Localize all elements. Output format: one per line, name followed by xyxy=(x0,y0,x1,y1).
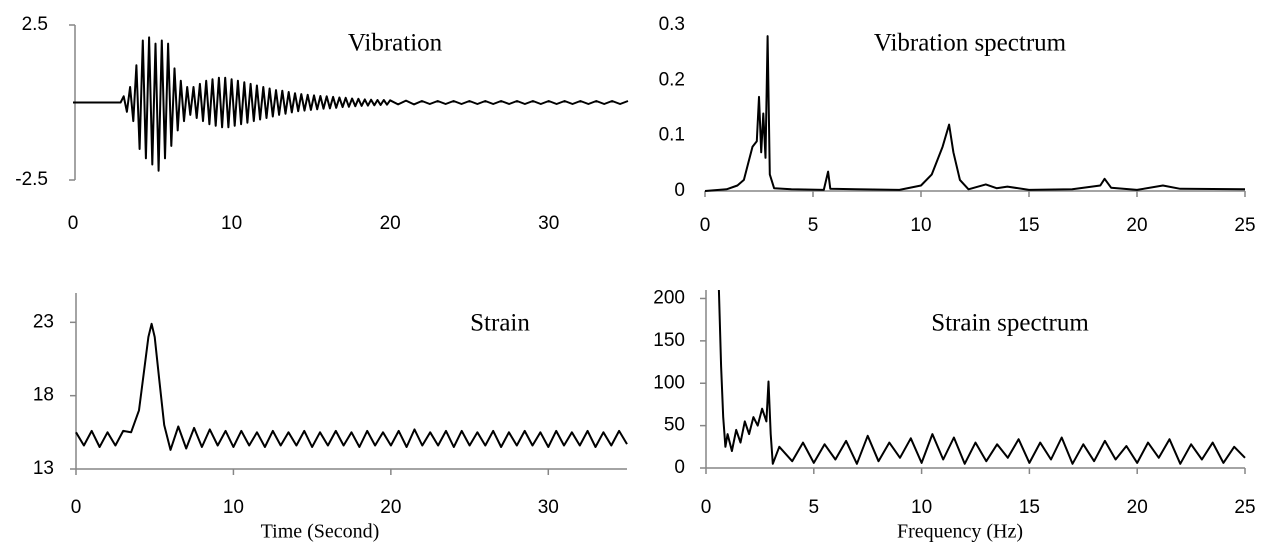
data-line xyxy=(73,36,629,172)
x-axis-label: Frequency (Hz) xyxy=(897,521,1023,543)
y-tick-label: 0 xyxy=(674,180,685,201)
y-tick-label: 100 xyxy=(653,372,685,393)
x-tick-label: 30 xyxy=(538,497,559,518)
y-tick-label: 2.5 xyxy=(22,14,48,35)
x-tick-label: 5 xyxy=(808,215,819,236)
y-tick-label: 13 xyxy=(33,458,54,479)
y-tick-label: 150 xyxy=(653,330,685,351)
x-tick-label: 0 xyxy=(701,497,712,518)
data-line xyxy=(717,289,1246,465)
chart-title: Strain xyxy=(470,310,530,337)
chart-title: Strain spectrum xyxy=(931,310,1089,337)
x-tick-label: 10 xyxy=(221,213,242,234)
x-tick-label: 25 xyxy=(1234,215,1255,236)
y-tick-label: 0.1 xyxy=(659,125,685,146)
y-tick-label: 0.3 xyxy=(659,14,685,35)
data-line xyxy=(704,35,1246,192)
y-tick-label: 50 xyxy=(664,415,685,436)
y-tick-label: 0 xyxy=(674,457,685,478)
x-tick-label: 5 xyxy=(809,497,820,518)
chart-title: Vibration spectrum xyxy=(874,30,1067,57)
x-tick-label: 10 xyxy=(223,497,244,518)
y-tick-label: 0.2 xyxy=(659,69,685,90)
chart-title: Vibration xyxy=(348,30,443,57)
x-tick-label: 30 xyxy=(538,213,559,234)
x-tick-label: 25 xyxy=(1234,497,1255,518)
x-tick-label: 0 xyxy=(71,497,82,518)
data-line xyxy=(75,322,628,451)
x-tick-label: 15 xyxy=(1019,497,1040,518)
x-tick-label: 0 xyxy=(68,213,79,234)
y-tick-label: 18 xyxy=(33,385,54,406)
x-tick-label: 20 xyxy=(380,497,401,518)
x-tick-label: 20 xyxy=(1127,497,1148,518)
x-tick-label: 20 xyxy=(380,213,401,234)
x-tick-label: 0 xyxy=(700,215,711,236)
y-tick-label: 200 xyxy=(653,287,685,308)
x-tick-label: 15 xyxy=(1018,215,1039,236)
y-tick-label: 23 xyxy=(33,311,54,332)
y-tick-label: -2.5 xyxy=(15,169,48,190)
x-tick-label: 10 xyxy=(910,215,931,236)
x-axis-label: Time (Second) xyxy=(261,521,380,543)
x-tick-label: 10 xyxy=(911,497,932,518)
x-tick-label: 20 xyxy=(1126,215,1147,236)
